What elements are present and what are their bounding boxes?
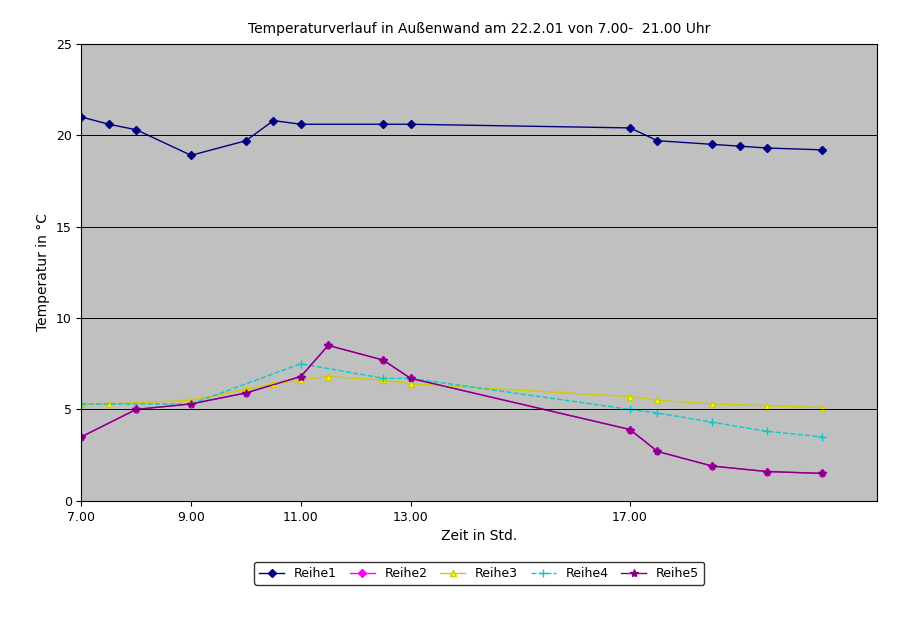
Reihe1 <box>624 124 635 131</box>
Reihe5 <box>377 356 388 364</box>
Reihe2 <box>131 406 142 413</box>
Reihe1 <box>405 120 415 128</box>
Legend: Reihe1, Reihe2, Reihe3, Reihe4, Reihe5: Reihe1, Reihe2, Reihe3, Reihe4, Reihe5 <box>254 562 703 585</box>
Reihe2 <box>377 356 388 364</box>
Reihe3 <box>405 380 415 387</box>
Reihe5 <box>651 448 662 455</box>
Reihe5 <box>295 372 306 380</box>
Reihe4 <box>624 406 635 413</box>
Reihe4 <box>76 400 87 408</box>
Reihe5 <box>405 374 415 382</box>
Reihe1 <box>267 117 278 125</box>
Reihe2 <box>185 400 196 408</box>
Reihe1 <box>377 120 388 128</box>
Reihe2 <box>76 433 87 441</box>
Line: Reihe2: Reihe2 <box>79 342 824 476</box>
Reihe5 <box>131 406 142 413</box>
Reihe3 <box>76 400 87 408</box>
Reihe2 <box>624 426 635 433</box>
Reihe1 <box>103 120 114 128</box>
Reihe2 <box>405 374 415 382</box>
Line: Reihe1: Reihe1 <box>79 114 824 158</box>
Reihe2 <box>761 468 772 475</box>
Reihe3 <box>267 380 278 387</box>
Reihe4 <box>185 400 196 408</box>
Reihe3 <box>377 376 388 384</box>
Reihe3 <box>651 396 662 404</box>
Reihe1 <box>185 151 196 159</box>
Reihe3 <box>761 402 772 409</box>
Y-axis label: Temperatur in °C: Temperatur in °C <box>36 213 51 331</box>
Reihe4 <box>295 360 306 367</box>
Reihe1 <box>131 126 142 133</box>
Reihe4 <box>815 433 826 441</box>
X-axis label: Zeit in Std.: Zeit in Std. <box>441 529 517 543</box>
Reihe4 <box>377 374 388 382</box>
Reihe1 <box>76 113 87 121</box>
Reihe4 <box>651 409 662 417</box>
Reihe1 <box>651 137 662 145</box>
Line: Reihe3: Reihe3 <box>78 373 824 411</box>
Reihe2 <box>706 463 717 470</box>
Reihe5 <box>322 342 333 349</box>
Reihe1 <box>240 137 251 145</box>
Reihe5 <box>185 400 196 408</box>
Reihe3 <box>185 396 196 404</box>
Reihe1 <box>295 120 306 128</box>
Reihe5 <box>706 463 717 470</box>
Reihe4 <box>405 374 415 382</box>
Line: Reihe4: Reihe4 <box>77 359 825 441</box>
Reihe2 <box>295 372 306 380</box>
Reihe3 <box>322 372 333 380</box>
Reihe1 <box>815 146 826 153</box>
Reihe2 <box>651 448 662 455</box>
Reihe2 <box>815 470 826 477</box>
Reihe1 <box>706 141 717 148</box>
Reihe3 <box>624 393 635 401</box>
Line: Reihe5: Reihe5 <box>77 341 825 478</box>
Reihe3 <box>815 404 826 411</box>
Reihe1 <box>761 144 772 151</box>
Reihe3 <box>706 400 717 408</box>
Reihe5 <box>815 470 826 477</box>
Reihe2 <box>322 342 333 349</box>
Reihe4 <box>706 418 717 426</box>
Reihe3 <box>240 386 251 393</box>
Reihe5 <box>624 426 635 433</box>
Reihe2 <box>240 389 251 397</box>
Reihe4 <box>761 428 772 435</box>
Reihe3 <box>103 400 114 408</box>
Title: Temperaturverlauf in Außenwand am 22.2.01 von 7.00-  21.00 Uhr: Temperaturverlauf in Außenwand am 22.2.0… <box>247 22 710 36</box>
Reihe5 <box>761 468 772 475</box>
Reihe1 <box>733 143 744 150</box>
Reihe5 <box>240 389 251 397</box>
Reihe5 <box>76 433 87 441</box>
Reihe3 <box>295 376 306 384</box>
